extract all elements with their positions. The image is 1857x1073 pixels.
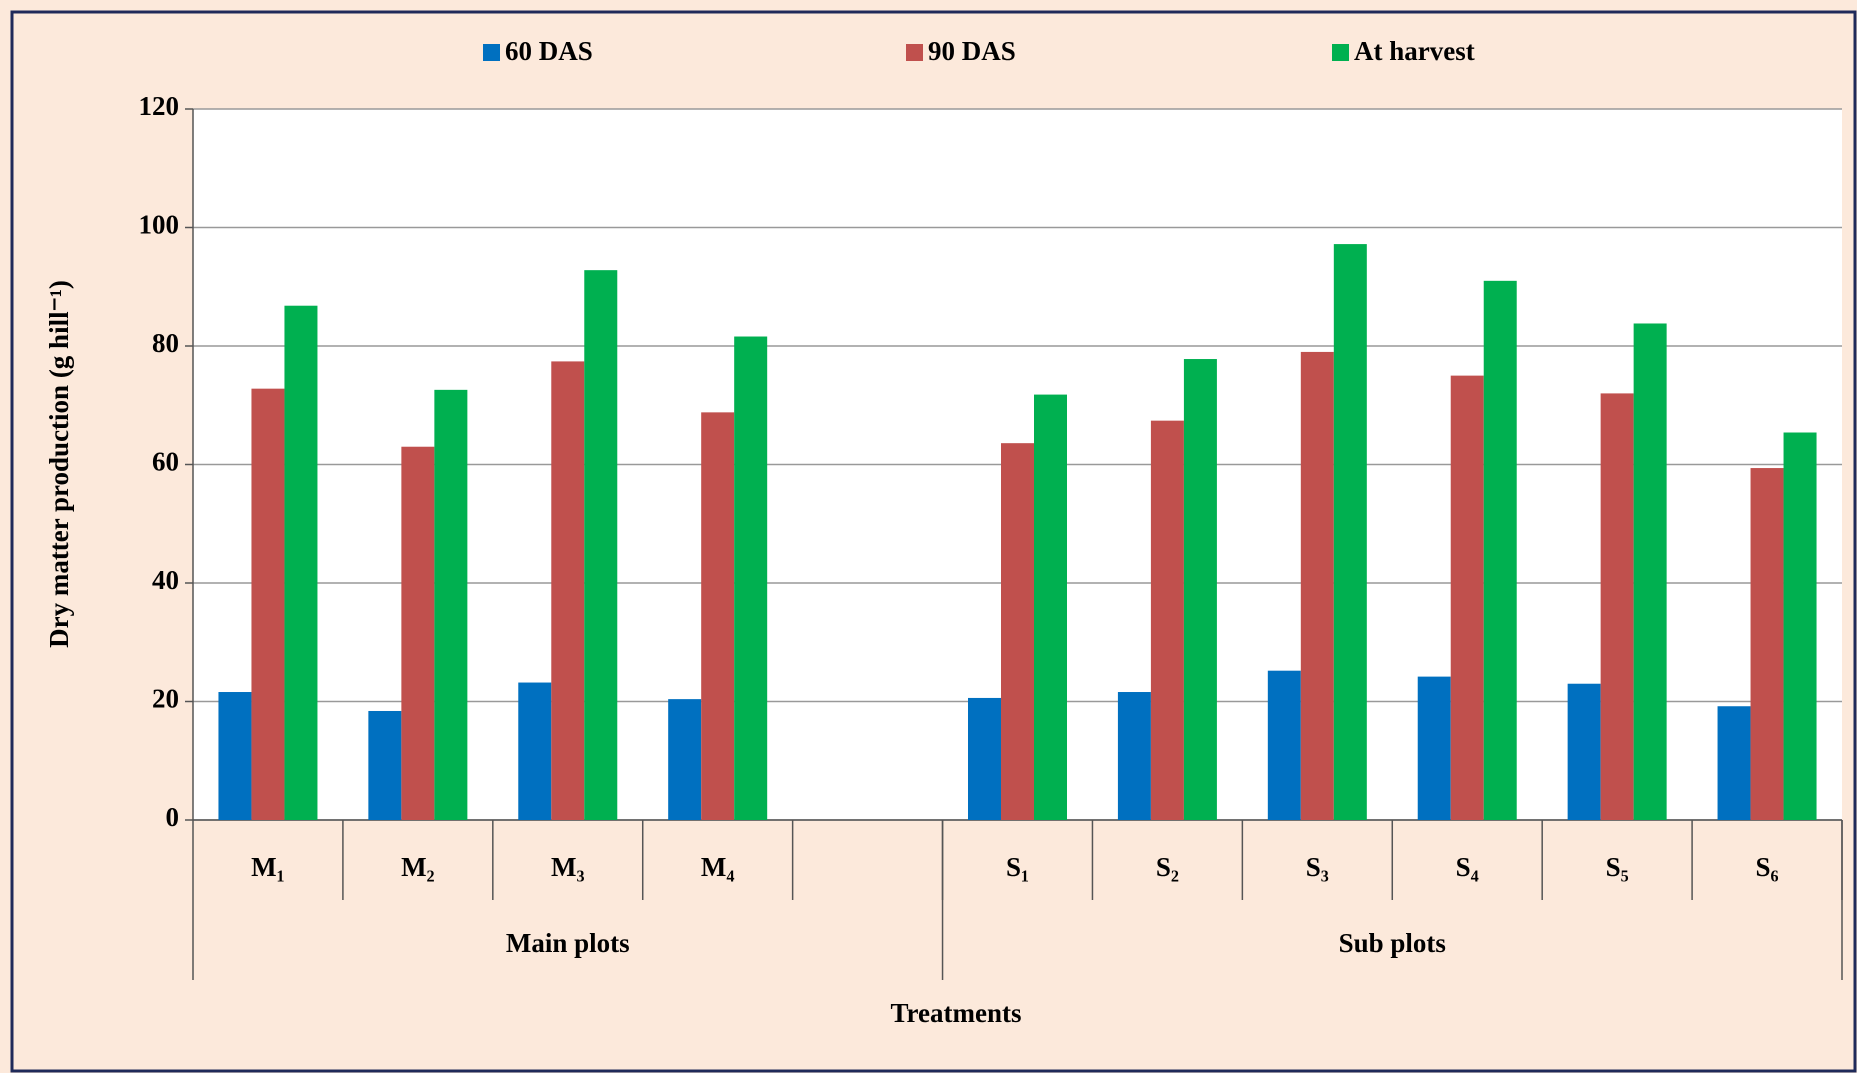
x-tick-label: M₄ [701,852,735,882]
x-tick-label: M₂ [401,852,435,882]
bar [434,389,468,820]
bar [251,388,285,820]
legend-label: 60 DAS [505,36,593,66]
y-tick-label: 60 [152,447,179,477]
legend-label: 90 DAS [928,36,1016,66]
bar [734,336,768,820]
bar [584,270,618,820]
x-tick-label: S₂ [1156,852,1179,882]
bar [1717,706,1751,820]
bar [701,412,735,820]
y-tick-label: 80 [152,328,179,358]
bar [368,710,402,820]
bar [1600,393,1634,820]
bar [1333,244,1367,821]
bar [401,446,435,820]
y-tick-label: 100 [139,210,180,240]
bar [1783,432,1817,820]
bar [1267,670,1301,820]
bar [1750,468,1784,820]
x-tick-label: M₃ [551,852,585,882]
x-tick-label: S₆ [1755,852,1778,882]
y-tick-label: 0 [166,802,180,832]
group-label: Sub plots [1339,928,1446,958]
bar [1150,420,1184,820]
y-tick-label: 20 [152,684,179,714]
bar [1300,351,1334,820]
x-tick-label: S₅ [1606,852,1629,882]
bar [284,305,318,821]
bar [1183,359,1217,820]
bar [1117,692,1151,820]
bar [968,697,1001,820]
bar [1450,375,1484,820]
x-tick-label: S₁ [1006,852,1029,882]
bar [1633,323,1667,820]
bar [1034,394,1067,820]
bar [668,699,702,820]
bar [1483,280,1517,820]
legend-swatch [1332,44,1349,61]
y-axis-title: Dry matter production (g hill⁻¹) [44,280,74,648]
y-tick-label: 40 [152,565,179,595]
bar [218,692,252,820]
legend-swatch [906,44,923,61]
bar [518,682,552,820]
x-tick-label: S₃ [1306,852,1329,882]
legend-label: At harvest [1354,36,1475,66]
bar [1001,443,1034,820]
y-tick-label: 120 [139,91,180,121]
x-tick-label: M₁ [251,852,285,882]
bar [1417,676,1451,820]
group-label: Main plots [506,928,630,958]
x-axis-title: Treatments [891,998,1022,1028]
legend-swatch [483,44,500,61]
bar [1567,683,1601,820]
bar [551,361,585,820]
x-tick-label: S₄ [1456,852,1479,882]
